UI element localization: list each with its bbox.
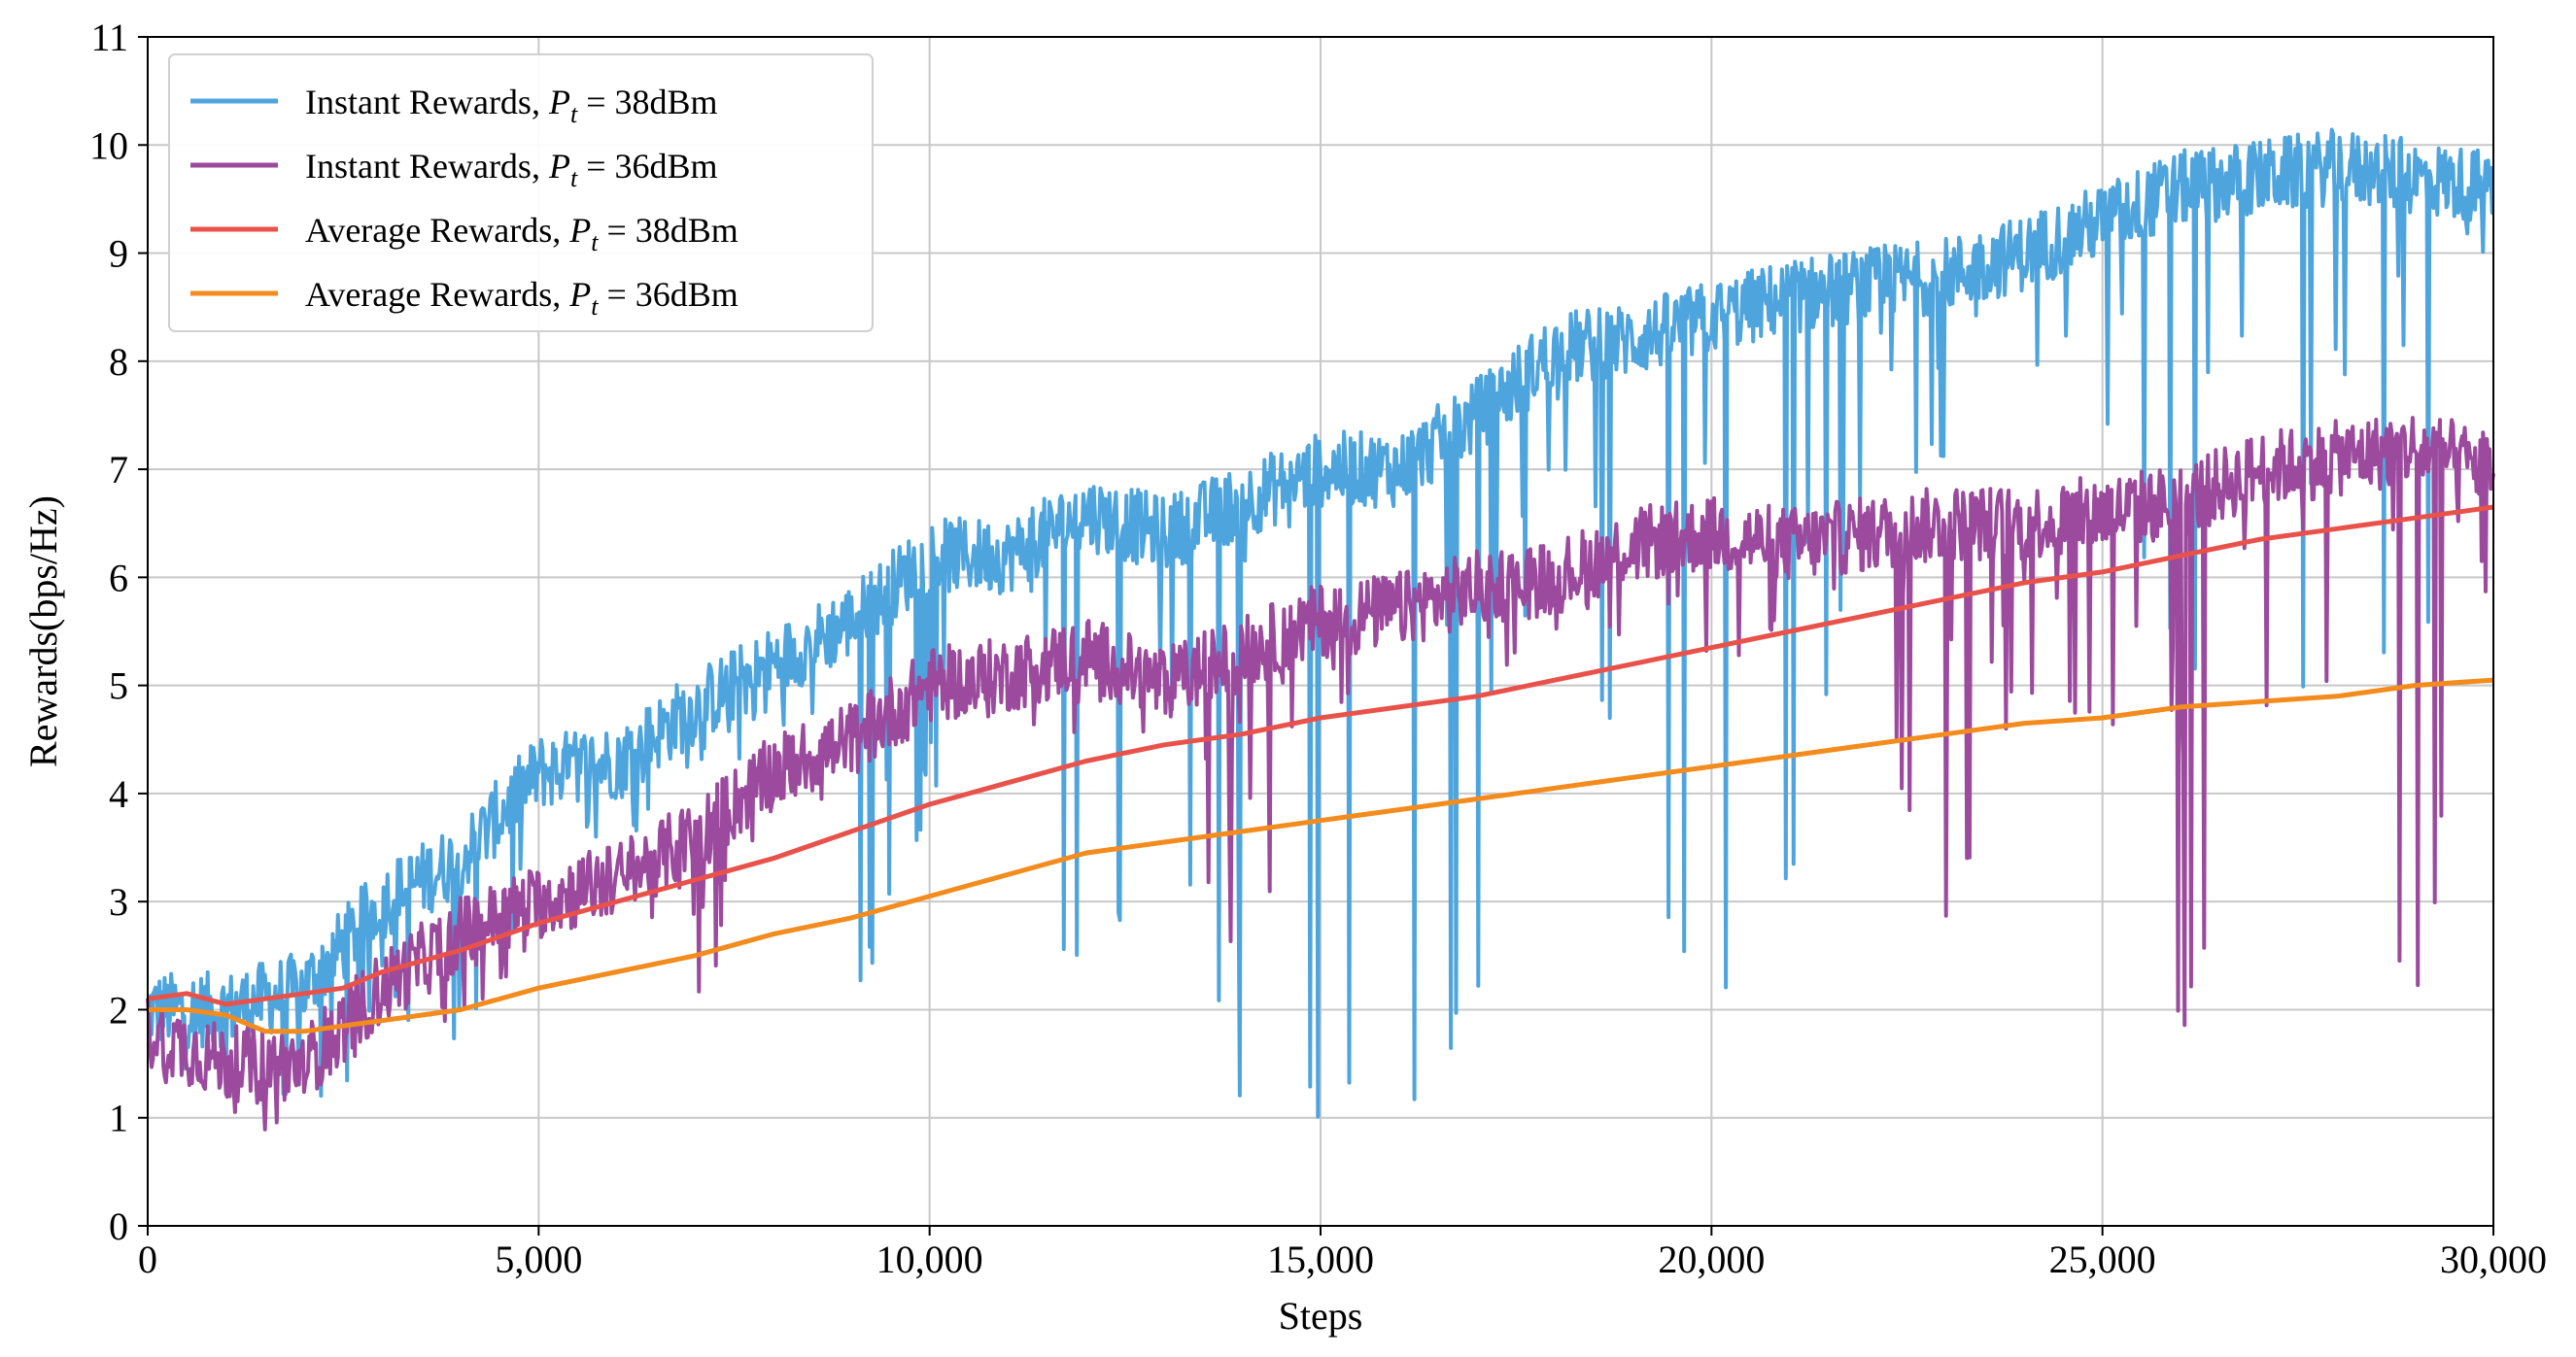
legend-symbol: P [548,147,570,186]
x-tick-label: 10,000 [876,1238,983,1281]
series-line-1 [146,127,2495,1119]
legend-label-suffix: = 38dBm [577,83,717,121]
legend-box [168,53,874,332]
series-line-4 [148,677,2494,1035]
y-tick-label: 6 [109,556,128,599]
legend-label-2: Instant Rewards, Pt = 36dBm [305,147,718,192]
legend-label-3: Average Rewards, Pt = 38dBm [305,211,738,256]
x-tick-label: 5,000 [495,1238,582,1281]
series-line-2 [146,416,2495,1132]
y-tick-label: 5 [109,664,128,708]
y-tick-label: 8 [109,340,128,384]
legend-symbol-subscript: t [570,100,578,128]
y-tick-label: 1 [109,1097,128,1140]
legend-label-1: Instant Rewards, Pt = 38dBm [305,83,718,128]
legend-label-suffix: = 36dBm [598,275,738,314]
x-tick-label: 25,000 [2049,1238,2156,1281]
legend-label-prefix: Instant Rewards, [305,147,549,186]
y-tick-label: 0 [109,1204,128,1248]
legend-label-prefix: Average Rewards, [305,211,569,250]
y-tick-label: 4 [109,772,128,816]
y-tick-label: 3 [109,880,128,924]
legend-label-prefix: Average Rewards, [305,275,569,314]
x-tick-label: 0 [138,1238,157,1281]
y-tick-label: 11 [90,16,128,59]
legend-label-4: Average Rewards, Pt = 36dBm [305,275,738,321]
legend-symbol: P [568,211,591,250]
y-tick-label: 10 [89,123,128,167]
y-tick-label: 9 [109,232,128,276]
legend-symbol: P [568,275,591,314]
legend-symbol-subscript: t [570,164,578,192]
x-tick-label: 15,000 [1267,1238,1374,1281]
x-tick-label: 30,000 [2440,1238,2547,1281]
legend-label-prefix: Instant Rewards, [305,83,549,121]
x-tick-label: 20,000 [1658,1238,1765,1281]
legend-symbol-subscript: t [591,228,599,256]
legend-symbol: P [548,83,570,121]
legend-symbol-subscript: t [591,292,599,321]
x-axis-label: Steps [1279,1294,1363,1338]
legend-label-suffix: = 36dBm [577,147,717,186]
series-layer [146,127,2495,1132]
y-tick-label: 2 [109,988,128,1032]
y-axis-label: Rewards(bps/Hz) [21,495,65,767]
y-tick-label: 7 [109,448,128,492]
legend-label-suffix: = 38dBm [598,211,738,250]
series-line-3 [147,504,2494,1007]
axis-ticks: 0 5,000 10,000 15,000 20,000 25,000 30,000 0 1 2 3… [89,16,2547,1281]
